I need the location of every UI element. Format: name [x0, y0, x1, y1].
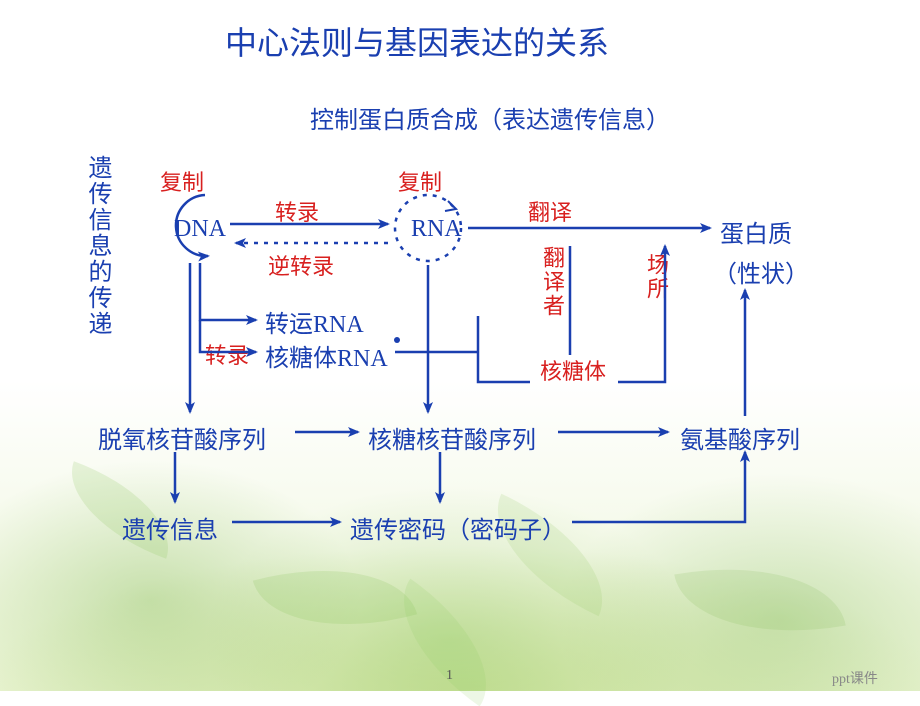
lbl-ribosome: 核糖体: [540, 354, 606, 386]
node-dna: DNA: [174, 216, 226, 243]
lbl-location: 场所: [640, 253, 672, 301]
page-title: 中心法则与基因表达的关系: [225, 18, 609, 64]
node-geninfo: 遗传信息: [122, 510, 218, 545]
lbl-replicate1: 复制: [160, 165, 204, 197]
side-label: 遗传信息的传递: [80, 155, 115, 337]
node-protein: 蛋白质: [720, 214, 792, 249]
node-gencode: 遗传密码（密码子）: [350, 510, 566, 545]
node-deoxy: 脱氧核苷酸序列: [98, 420, 266, 455]
lbl-reverse: 逆转录: [268, 249, 334, 281]
node-trna: 转运RNA: [265, 304, 364, 339]
node-rrna: 核糖体RNA: [265, 338, 388, 373]
lbl-transcribe2: 转录: [205, 338, 249, 370]
node-ribo: 核糖核苷酸序列: [368, 420, 536, 455]
lbl-translator: 翻译者: [536, 246, 568, 318]
diagram-container: 中心法则与基因表达的关系 控制蛋白质合成（表达遗传信息） 遗传信息的传递 DNA…: [0, 0, 920, 691]
lbl-transcribe: 转录: [275, 195, 319, 227]
node-rna: RNA: [411, 216, 462, 243]
lbl-replicate2: 复制: [398, 165, 442, 197]
page-number: 1: [446, 668, 453, 684]
footer-note: ppt课件: [832, 668, 878, 688]
lbl-translate: 翻译: [528, 195, 572, 227]
node-aa: 氨基酸序列: [680, 420, 800, 455]
subtitle: 控制蛋白质合成（表达遗传信息）: [310, 100, 670, 135]
node-trait: （性状）: [713, 254, 809, 289]
